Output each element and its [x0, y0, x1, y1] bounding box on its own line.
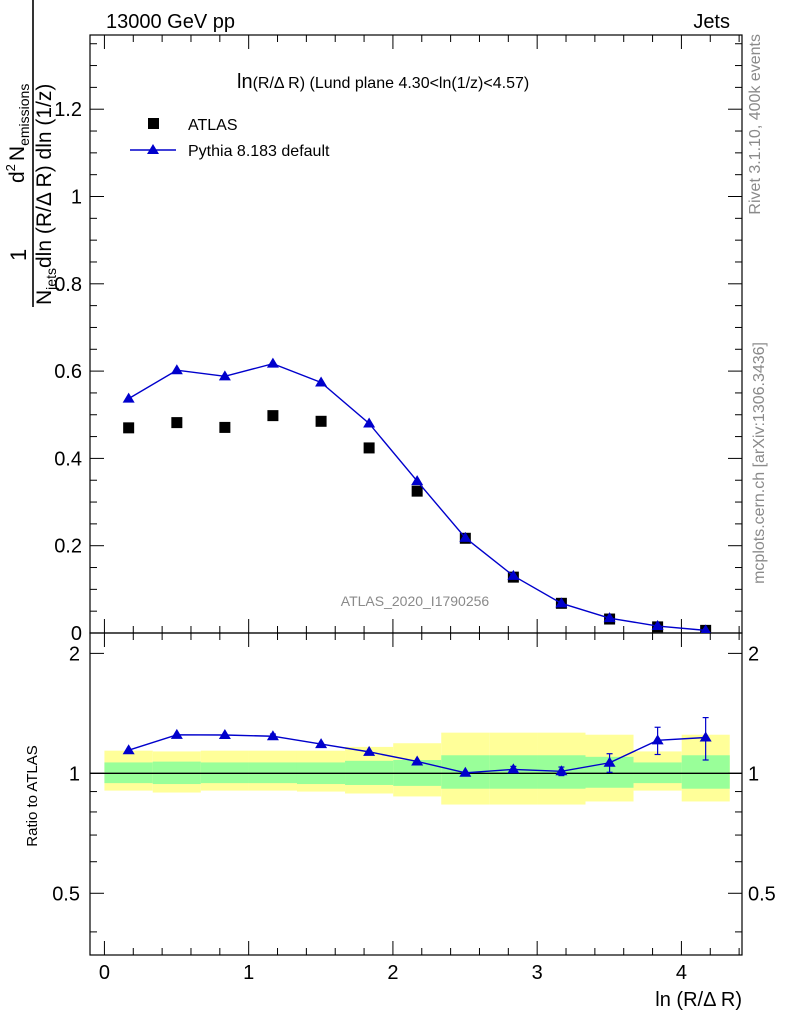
ylabel-num-d: d — [6, 171, 29, 183]
ratio-series-group — [122, 716, 712, 777]
ratio-ytick-label: 1 — [69, 763, 80, 785]
atlas-point — [411, 485, 423, 497]
pythia-point — [651, 620, 664, 631]
atlas-point — [267, 410, 279, 422]
pythia-ratio-point — [170, 728, 183, 739]
pythia-point — [363, 417, 376, 428]
ylabel-den-N: N — [33, 290, 56, 305]
ratio-ytick-label-right: 1 — [748, 763, 759, 785]
xlabel: ln (R/Δ R) — [655, 989, 742, 1011]
ylabel-den-sub: jets — [43, 268, 59, 291]
main-ytick-label: 0.6 — [54, 361, 82, 383]
mcplots-label: mcplots.cern.ch [arXiv:1306.3436] — [751, 342, 768, 584]
header-left: 13000 GeV pp — [106, 11, 235, 33]
main-series-group — [122, 357, 712, 633]
legend-atlas-label: ATLAS — [188, 117, 238, 134]
pythia-point — [122, 392, 135, 403]
pythia-ratio-point — [699, 731, 712, 742]
ylabel-den-rest: dln (R/Δ R) dln (1/z) — [33, 84, 56, 268]
ratio-ytick-label-right: 2 — [748, 643, 759, 665]
ratio-xtick-label: 1 — [243, 962, 254, 984]
pythia-point — [411, 475, 424, 486]
axis-ticks: 0 0.2 0.4 0.6 0.8 1 1.2 0 1 2 3 4 0.5 0.5 1 1 2 2 — [52, 35, 776, 984]
pythia-ratio-point — [122, 744, 135, 755]
ratio-xtick-label: 3 — [532, 962, 543, 984]
pythia-ratio-point — [411, 755, 424, 766]
main-title-rest: (R/Δ R) (Lund plane 4.30<ln(1/z)<4.57) — [253, 75, 530, 92]
pythia-ratio-point — [363, 745, 376, 756]
pythia-point — [170, 364, 183, 375]
ratio-xtick-label: 4 — [676, 962, 687, 984]
main-ytick-label: 0.8 — [54, 274, 82, 296]
ylabel-numerator: d2 Nemissions — [3, 84, 32, 183]
ylabel-num-exp: 2 — [3, 164, 18, 171]
main-ytick-label: 0.2 — [54, 536, 82, 558]
header-right: Jets — [693, 11, 730, 33]
main-ytick-label: 1.2 — [54, 99, 82, 121]
ratio-ytick-label-right: 0.5 — [748, 883, 776, 905]
atlas-point — [171, 417, 183, 429]
main-ytick-label: 0 — [71, 623, 82, 645]
ylabel-prefix: 1 — [6, 249, 31, 261]
ylabel-num-N: N — [6, 146, 29, 161]
legend-atlas-marker — [148, 118, 159, 129]
atlas-point — [315, 415, 327, 427]
pythia-ratio-point — [315, 738, 328, 749]
ylabel-denominator: Njetsdln (R/Δ R) dln (1/z) — [33, 84, 59, 305]
rivet-label: Rivet 3.1.10, 400k events — [747, 34, 764, 215]
plot-frames — [89, 34, 743, 956]
main-ylabel: 1 d2 Nemissions Njetsdln (R/Δ R) dln (1/z… — [3, 0, 59, 307]
ratio-xtick-label: 2 — [387, 962, 398, 984]
pythia-point — [315, 376, 328, 387]
pythia-line — [128, 362, 706, 632]
pythia-point — [507, 569, 520, 580]
legend-pythia-marker — [147, 144, 159, 154]
ratio-ytick-label: 0.5 — [52, 883, 80, 905]
pythia-ratio-point — [555, 765, 568, 776]
atlas-point — [363, 442, 375, 454]
ratio-ytick-label: 2 — [69, 643, 80, 665]
pythia-point — [266, 357, 279, 368]
pythia-point — [218, 370, 231, 381]
main-ytick-label: 1 — [71, 187, 82, 209]
main-title: ln(R/Δ R) (Lund plane 4.30<ln(1/z)<4.57) — [237, 71, 529, 93]
band-inner-bin — [681, 755, 730, 789]
ratio-frame — [89, 632, 743, 956]
pythia-ratio-point — [603, 756, 616, 767]
pythia-ratio-point — [507, 763, 520, 774]
atlas-point — [123, 422, 135, 434]
pythia-ratio-point — [266, 730, 279, 741]
atlas-point — [219, 421, 231, 433]
main-title-main: ln — [237, 71, 253, 93]
main-ytick-label: 0.4 — [54, 448, 82, 470]
legend-pythia-label: Pythia 8.183 default — [188, 143, 330, 160]
pythia-point — [700, 624, 711, 633]
ylabel-num-sub: emissions — [16, 84, 32, 146]
pythia-point — [603, 612, 616, 623]
ratio-ylabel: Ratio to ATLAS — [24, 745, 41, 846]
ratio-xtick-label: 0 — [99, 962, 110, 984]
ratio-uncertainty-bands — [90, 732, 742, 805]
legend: ATLAS Pythia 8.183 default — [130, 117, 330, 160]
pythia-ratio-point — [459, 766, 472, 777]
pythia-point — [555, 597, 568, 608]
analysis-watermark: ATLAS_2020_I1790256 — [341, 593, 490, 609]
pythia-point — [459, 531, 472, 542]
data-series — [122, 357, 712, 777]
pythia-ratio-point — [218, 728, 231, 739]
pythia-ratio-point — [651, 734, 664, 745]
